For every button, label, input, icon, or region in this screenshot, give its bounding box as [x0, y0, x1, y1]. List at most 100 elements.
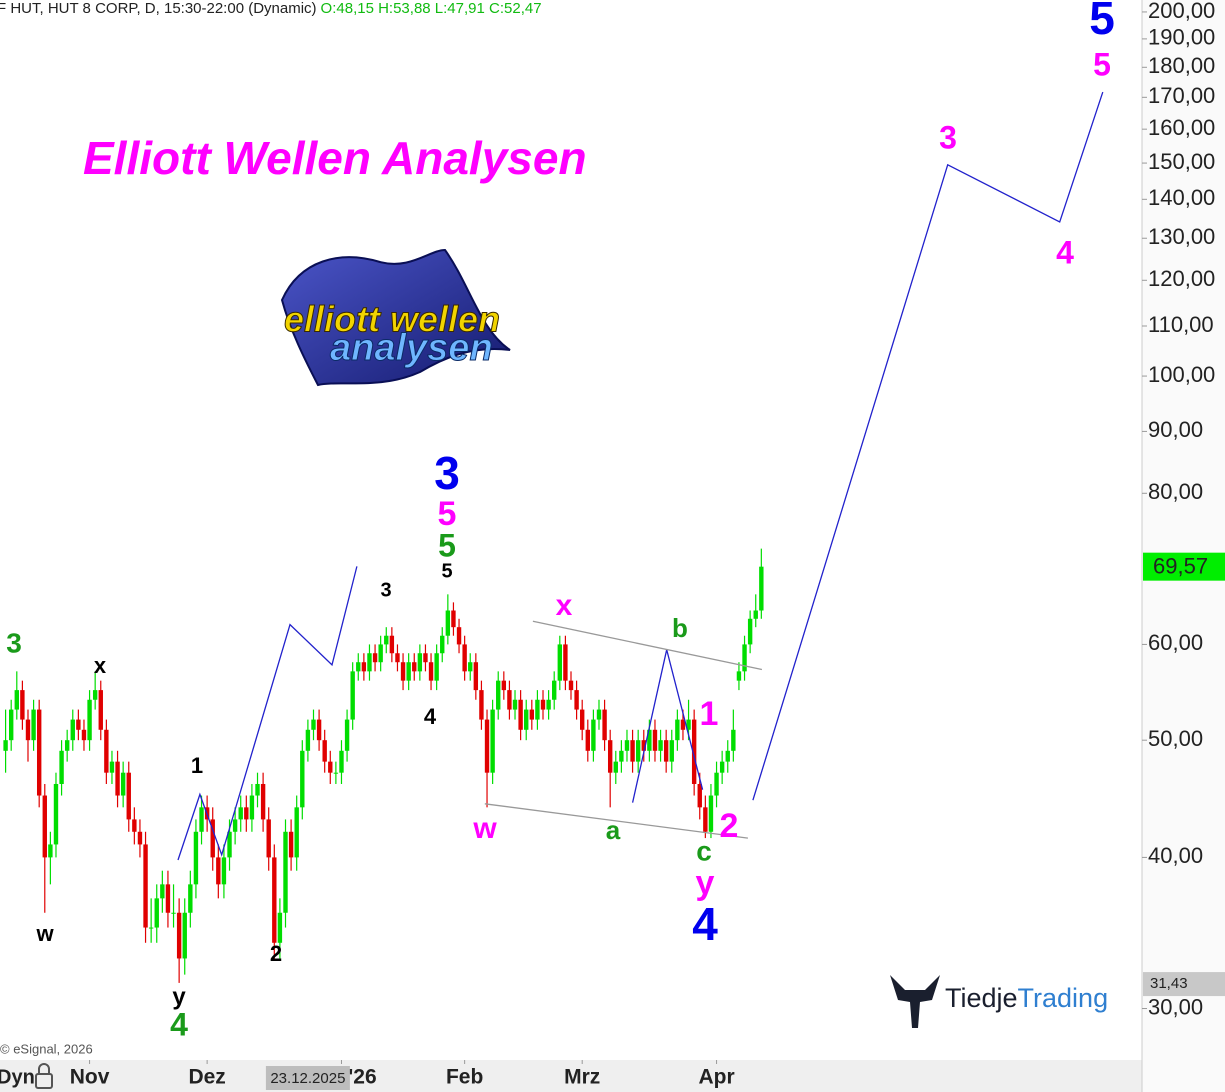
- candle-body: [221, 857, 227, 885]
- candle-body: [697, 783, 702, 808]
- candle-body: [232, 819, 238, 832]
- candle-body: [451, 610, 456, 628]
- candle-body: [76, 719, 81, 730]
- y-tick-label: 30,00: [1148, 994, 1203, 1019]
- candle-body: [53, 783, 59, 845]
- candle-body: [244, 807, 249, 820]
- candle-body: [70, 719, 75, 741]
- wave-label: 3: [6, 627, 22, 658]
- candle-body: [607, 740, 613, 773]
- wave-label: 5: [438, 495, 457, 533]
- candle-body: [395, 653, 400, 663]
- lock-shackle: [38, 1063, 50, 1074]
- candle-body: [311, 719, 316, 730]
- candle-body: [378, 644, 383, 663]
- candle-body: [126, 772, 131, 820]
- candle-body: [568, 680, 574, 691]
- candle-body: [255, 783, 260, 796]
- candle-body: [753, 610, 758, 619]
- wave-label: 1: [700, 695, 719, 733]
- candle-body: [714, 772, 719, 796]
- x-tick-label: Apr: [698, 1066, 734, 1089]
- brand-icon: [890, 975, 940, 1028]
- crosshair-box: [265, 1066, 350, 1090]
- wave-label: 3: [380, 579, 391, 601]
- candle-body: [277, 912, 283, 943]
- candle-body: [658, 740, 663, 751]
- candle-body: [31, 709, 36, 741]
- toolbar-mode: Dyn: [0, 1066, 35, 1088]
- candle-body: [691, 719, 697, 784]
- wave-label: 5: [1089, 0, 1115, 44]
- wave-label: 5: [1093, 46, 1111, 82]
- wave-line: [532, 620, 763, 671]
- candle-body: [759, 566, 764, 611]
- y-tick-label: 150,00: [1148, 149, 1215, 174]
- lock-icon: [35, 1063, 53, 1089]
- candle-body: [344, 719, 350, 751]
- x-axis-band: [0, 1060, 1142, 1092]
- candle-body: [81, 729, 87, 741]
- candle-body: [182, 912, 187, 959]
- candle-body: [294, 807, 299, 858]
- last-price-box: [1143, 552, 1225, 581]
- candle-body: [199, 807, 204, 832]
- candle-body: [132, 819, 137, 832]
- candle-body: [283, 831, 288, 913]
- wave-label: x: [94, 653, 107, 678]
- y-tick-label: 90,00: [1148, 417, 1203, 442]
- candle-body: [652, 729, 658, 751]
- wave-label: w: [35, 921, 54, 946]
- candle-body: [719, 761, 725, 773]
- candle-body: [496, 680, 501, 710]
- candle-body: [412, 662, 417, 672]
- candle-body: [367, 653, 372, 672]
- copyright: © eSignal, 2026: [0, 1041, 93, 1056]
- candle-body: [160, 884, 165, 899]
- candle-body: [92, 690, 98, 700]
- candle-body: [305, 729, 311, 751]
- logo-flag: [280, 248, 511, 387]
- wave-label: 3: [939, 119, 957, 155]
- y-axis-band: [1142, 0, 1225, 1092]
- candle-body: [109, 761, 115, 773]
- wave-label: 4: [692, 898, 718, 950]
- elliott-logo: elliott wellen analysen: [280, 248, 511, 387]
- title: Elliott Wellen Analysen: [83, 132, 587, 184]
- wave-label: y: [696, 864, 715, 902]
- candle-body: [333, 772, 339, 774]
- y-tick-label: 50,00: [1148, 726, 1203, 751]
- candle-body: [624, 740, 630, 751]
- candle-body: [288, 831, 294, 858]
- candle-body: [524, 709, 529, 730]
- x-tick-label: Dez: [188, 1066, 225, 1089]
- candle-body: [423, 653, 428, 663]
- candle-body: [137, 831, 143, 845]
- candle-body: [484, 719, 490, 773]
- x-tick-label: Mrz: [564, 1066, 600, 1089]
- candle-body: [322, 740, 327, 762]
- candle-body: [193, 831, 199, 885]
- candle-body: [316, 719, 322, 741]
- candle-body: [356, 662, 361, 672]
- candle-body: [98, 690, 103, 730]
- candle-body: [154, 898, 159, 928]
- candle-body: [64, 740, 70, 751]
- brand-logo: TiedjeTrading: [890, 975, 1108, 1028]
- plot: [3, 91, 1104, 983]
- candle-body: [165, 884, 171, 913]
- y-tick-label: 120,00: [1148, 266, 1215, 291]
- wave-label: 3: [434, 447, 460, 499]
- wave-line: [752, 91, 1104, 801]
- candle-body: [417, 653, 423, 672]
- candle-body: [473, 662, 479, 691]
- candle-body: [641, 740, 646, 751]
- y-tick-label: 110,00: [1148, 312, 1214, 337]
- candle-body: [25, 719, 31, 741]
- candle-body: [529, 709, 535, 720]
- candle-body: [361, 662, 367, 672]
- candle-body: [120, 772, 126, 796]
- candle-body: [703, 807, 708, 832]
- candle-body: [42, 795, 47, 858]
- candle-body: [669, 740, 674, 762]
